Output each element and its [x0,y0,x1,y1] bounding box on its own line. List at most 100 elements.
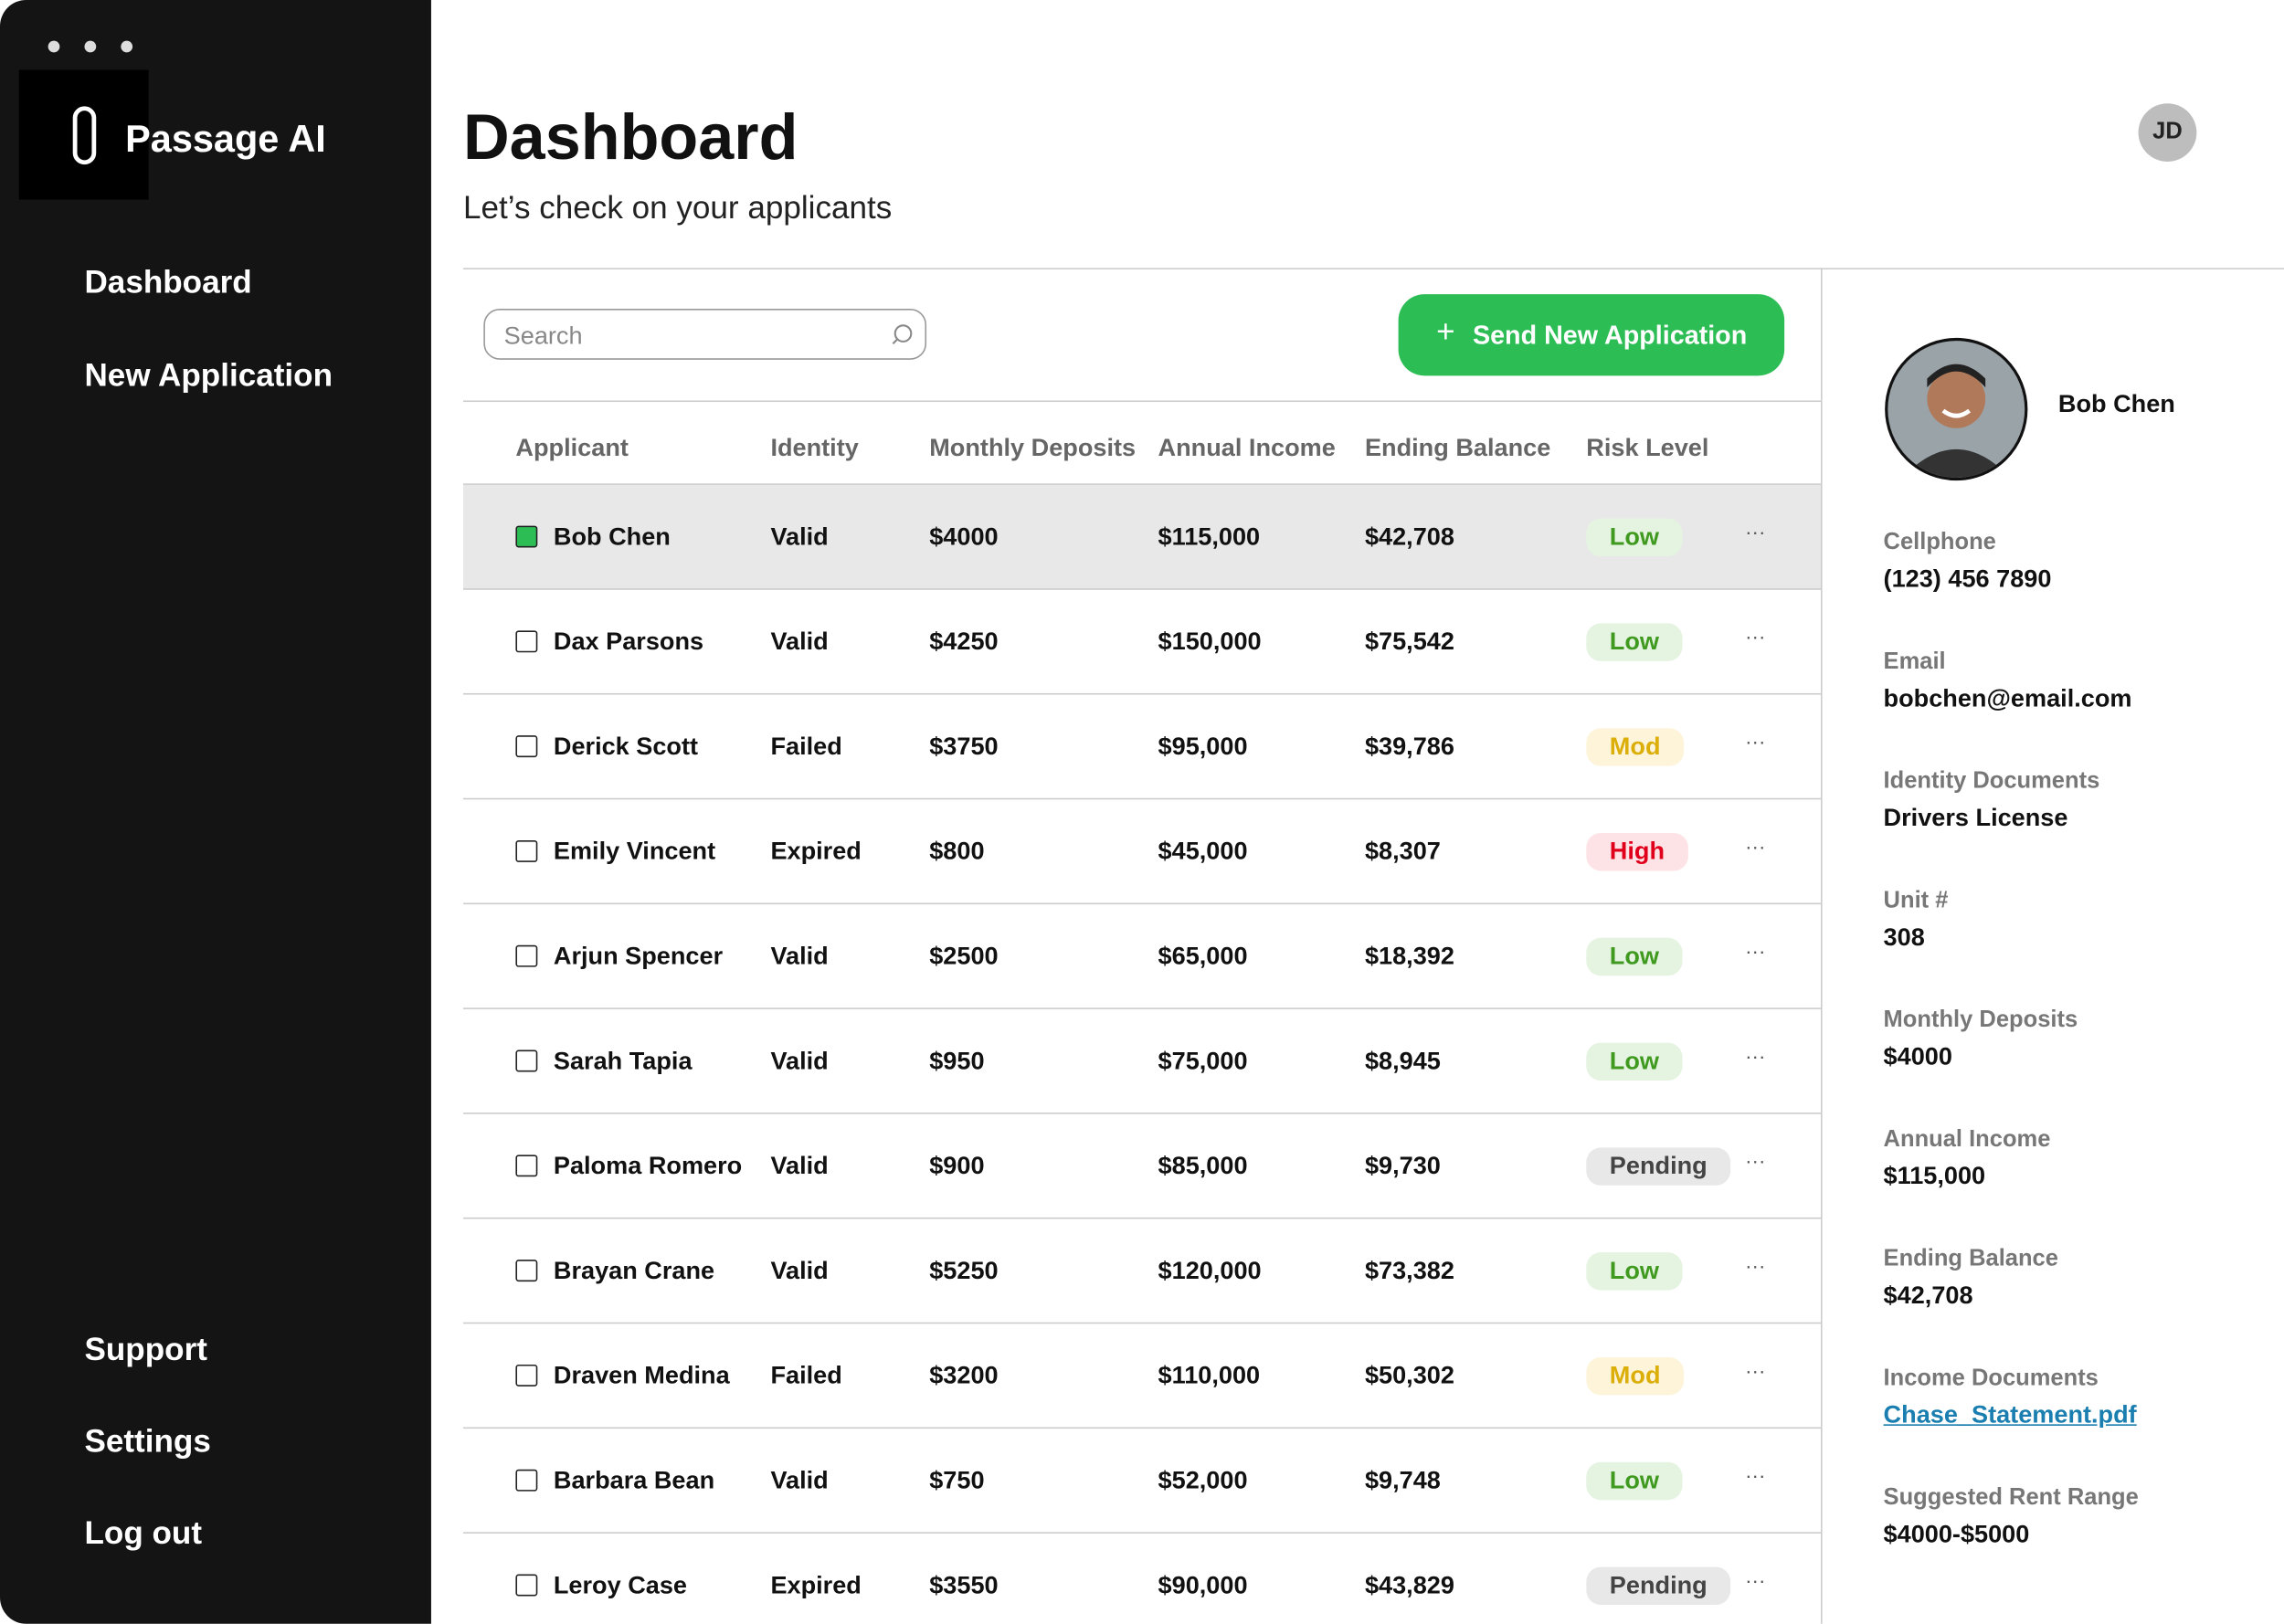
field-label: Suggested Rent Range [1883,1485,2139,1511]
cell: Failed [770,732,842,761]
row-menu[interactable]: ··· [1745,834,1766,859]
applicant-name: Arjun Spencer [553,942,724,970]
field-label: Unit # [1883,888,1949,913]
document-link[interactable]: Chase_Statement.pdf [1883,1400,2137,1429]
nav-item[interactable]: Support [84,1331,207,1368]
cell: $8,945 [1364,1047,1441,1075]
checkbox[interactable] [515,1469,538,1492]
row-menu[interactable]: ··· [1745,1463,1766,1487]
cell: Valid [770,1047,829,1075]
table-row[interactable] [463,1114,1821,1219]
photo-art [1902,364,2011,478]
cell: $75,542 [1364,627,1454,656]
window-dot [121,40,133,53]
applicant-name: Bob Chen [553,522,671,551]
field-value: $115,000 [1883,1162,1986,1190]
row-menu[interactable]: ··· [1745,1358,1766,1383]
field-value: 308 [1883,923,1925,952]
checkbox[interactable] [515,1260,538,1282]
checkbox[interactable] [515,525,538,548]
cell: $73,382 [1364,1256,1454,1285]
applicant-name: Dax Parsons [553,627,704,656]
row-menu[interactable]: ··· [1745,1148,1766,1173]
table-row[interactable] [463,590,1821,695]
nav-item[interactable]: Settings [84,1422,211,1460]
button-label: Send New Application [1472,320,1748,350]
cell: $3550 [929,1571,999,1599]
column-header: Ending Balance [1364,434,1551,462]
search-icon [892,324,913,345]
cell: $110,000 [1158,1361,1261,1390]
nav-item[interactable]: Log out [84,1514,203,1552]
checkbox[interactable] [515,630,538,653]
cell: $900 [929,1152,985,1180]
field-value: $42,708 [1883,1281,1973,1310]
row-menu[interactable]: ··· [1745,1253,1766,1278]
send-application-button[interactable]: + Send New Application [1398,294,1785,376]
cell: $3200 [929,1361,999,1390]
applicant-name: Derick Scott [553,732,699,761]
risk-badge: Low [1586,623,1683,661]
cell: $52,000 [1158,1466,1248,1494]
field-label: Annual Income [1883,1127,2051,1153]
checkbox[interactable] [515,1049,538,1072]
field-label: Income Documents [1883,1366,2099,1391]
sidebar: Passage AI Dashboard New Application Suppo… [0,0,431,1624]
table-row[interactable] [463,1009,1821,1114]
cell: $4000 [929,522,999,551]
user-avatar[interactable]: JD [2138,103,2197,162]
field-label: Identity Documents [1883,768,2100,794]
checkbox[interactable] [515,1574,538,1597]
checkbox[interactable] [515,1155,538,1177]
table-row[interactable] [463,799,1821,905]
nav-item[interactable]: New Application [84,356,333,394]
window-dot [84,40,97,53]
checkbox[interactable] [515,839,538,862]
table-row[interactable] [463,1429,1821,1534]
cell: $9,730 [1364,1152,1441,1180]
search-box[interactable]: Search [483,309,927,360]
plus-icon: + [1436,312,1455,350]
row-menu[interactable]: ··· [1745,624,1766,649]
row-menu[interactable]: ··· [1745,1044,1766,1068]
divider [463,268,2284,269]
logo-icon [72,106,97,165]
checkbox[interactable] [515,1364,538,1387]
nav-item[interactable]: Dashboard [84,263,252,301]
cell: Valid [770,1466,829,1494]
table-row[interactable] [463,904,1821,1009]
cell: $85,000 [1158,1152,1248,1180]
table-row[interactable] [463,1219,1821,1324]
applicant-name: Barbara Bean [553,1466,715,1494]
applicant-name: Brayan Crane [553,1256,715,1285]
table-row[interactable] [463,695,1821,800]
cell: $65,000 [1158,942,1248,970]
risk-badge: Low [1586,518,1683,557]
profile-photo [1885,337,2028,481]
cell: Valid [770,627,829,656]
column-header: Risk Level [1586,434,1709,462]
divider [463,400,1821,403]
checkbox[interactable] [515,735,538,758]
risk-badge: Low [1586,1252,1683,1291]
column-header: Identity [770,434,859,462]
risk-badge: Pending [1586,1147,1731,1186]
risk-badge: Mod [1586,1356,1685,1396]
table-row[interactable] [463,1323,1821,1429]
column-header: Annual Income [1158,434,1336,462]
risk-badge: High [1586,832,1688,871]
risk-badge: Low [1586,1461,1683,1501]
cell: $9,748 [1364,1466,1441,1494]
row-menu[interactable]: ··· [1745,729,1766,754]
cell: $42,708 [1364,522,1454,551]
cell: $18,392 [1364,942,1454,970]
applicant-name: Emily Vincent [553,837,716,866]
row-menu[interactable]: ··· [1745,939,1766,963]
row-menu[interactable]: ··· [1745,1568,1766,1592]
checkbox[interactable] [515,944,538,967]
cell: $95,000 [1158,732,1248,761]
cell: $5250 [929,1256,999,1285]
row-menu[interactable]: ··· [1745,520,1766,543]
cell: Valid [770,942,829,970]
